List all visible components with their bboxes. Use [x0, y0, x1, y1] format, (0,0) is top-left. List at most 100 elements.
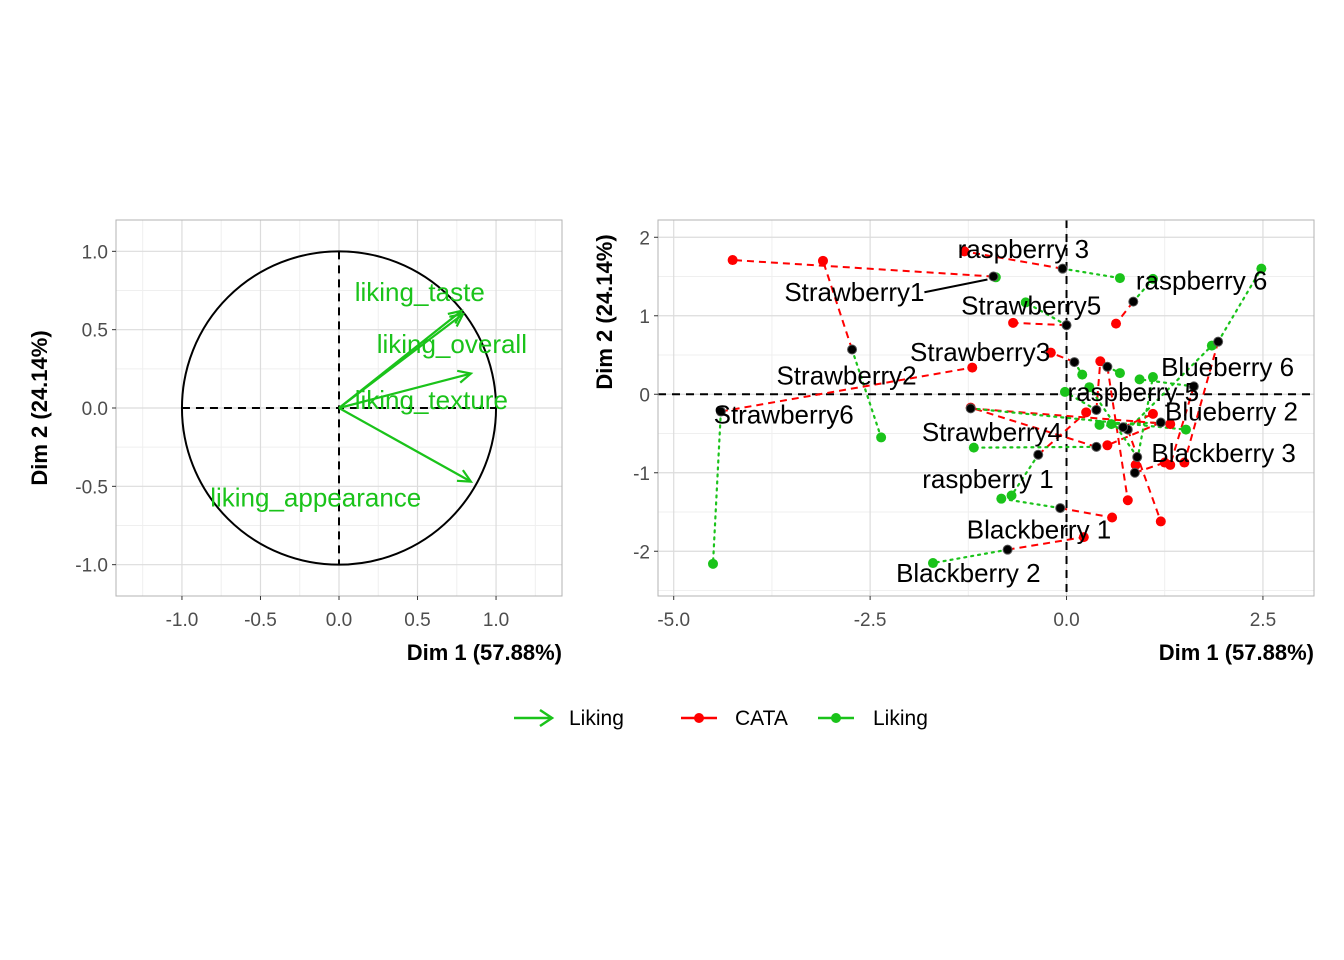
product-label: raspberry 1 [922, 464, 1054, 494]
cata-partial-point [1045, 347, 1056, 358]
liking-partial-point [876, 432, 887, 443]
cata-partial-point [727, 255, 738, 266]
cata-partial-point [1078, 532, 1089, 543]
consensus-point [1002, 544, 1013, 555]
left-x-tick-label: 1.0 [483, 610, 509, 631]
product-label: Strawberry6 [714, 400, 854, 430]
legend-cata-label: CATA [735, 707, 788, 730]
cata-partial-point [1130, 459, 1141, 470]
left-x-axis-label: Dim 1 (57.88%) [407, 640, 562, 665]
legend-item-liking: Liking [818, 707, 928, 730]
right-y-tick-label: -1 [633, 464, 650, 485]
cata-partial-line [1106, 366, 1129, 501]
liking-partial-point [1256, 263, 1267, 274]
cata-partial-line [1134, 461, 1166, 474]
consensus-point [1213, 336, 1224, 347]
cata-partial-point [1165, 419, 1176, 430]
cata-partial-line [1007, 536, 1084, 551]
liking-partial-point [1106, 419, 1117, 430]
left-x-tick-label: 0.0 [326, 610, 352, 631]
consensus-point [847, 344, 858, 355]
consensus-point [1069, 357, 1080, 368]
liking-partial-point [1180, 424, 1191, 435]
cata-partial-point [1008, 317, 1019, 328]
product-label: Strawberry1 [784, 277, 924, 307]
legend-arrow-head [539, 708, 555, 728]
left-x-tick-label: -0.5 [244, 610, 277, 631]
right-x-tick-label: 0.0 [1053, 610, 1079, 631]
legend-cata-point [694, 713, 704, 723]
liking-partial-line [972, 445, 1098, 449]
right-y-tick-label: 0 [639, 385, 650, 406]
liking-partial-point [1147, 371, 1158, 382]
product-label: Blackberry 3 [1151, 438, 1296, 468]
left-y-tick-label: -1.0 [75, 556, 108, 577]
liking-partial-line [850, 348, 883, 439]
liking-partial-line [1217, 267, 1263, 343]
consensus-point [1091, 404, 1102, 415]
liking-partial-line [1063, 390, 1098, 412]
vector-label-liking_taste: liking_taste [355, 277, 485, 307]
legend-liking-point [831, 713, 841, 723]
liking-partial-point [1059, 386, 1070, 397]
liking-partial-line [1126, 344, 1213, 431]
consensus-point [1129, 467, 1140, 478]
consensus-point [1102, 361, 1113, 372]
liking-partial-point [1094, 419, 1105, 430]
product-label: Strawberry5 [961, 291, 1101, 321]
liking-partial-point [1114, 368, 1125, 379]
liking-partial-line [931, 548, 1009, 565]
cata-partial-line [964, 250, 1063, 270]
cata-partial-point [1122, 495, 1133, 506]
legend-arrow-label: Liking [569, 707, 624, 730]
left-y-tick-label: 1.0 [82, 242, 108, 263]
label-leader-line [924, 278, 988, 294]
cata-partial-line [1060, 507, 1113, 519]
cata-partial-point [967, 362, 978, 373]
right-panel-border [657, 219, 1315, 597]
cata-partial-line [1126, 429, 1162, 522]
liking-partial-point [1006, 490, 1017, 501]
vector-liking_appearance [338, 407, 472, 483]
consensus-point [1055, 503, 1066, 514]
cata-partial-point [1081, 407, 1092, 418]
legend-liking-label: Liking [873, 707, 928, 730]
left-y-tick-label: 0.0 [82, 399, 108, 420]
vector-liking_texture [338, 372, 472, 410]
consensus-point [1128, 296, 1139, 307]
liking-partial-point [1077, 369, 1088, 380]
product-label: Strawberry2 [776, 360, 916, 390]
product-label: Blueberry 2 [1165, 397, 1298, 427]
cata-partial-line [1106, 421, 1162, 447]
cata-partial-point [1165, 459, 1176, 470]
right-x-tick-label: -5.0 [657, 610, 690, 631]
left-x-tick-label: 0.5 [404, 610, 430, 631]
product-label: raspberry 3 [958, 234, 1090, 264]
cata-partial-line [1013, 321, 1067, 327]
liking-partial-line [1061, 267, 1122, 280]
consensus-point [1118, 422, 1129, 433]
liking-partial-line [969, 407, 1188, 431]
legend-item-arrow-liking: Liking [514, 707, 624, 730]
liking-partial-point [968, 442, 979, 453]
left-y-tick-label: -0.5 [75, 477, 108, 498]
vector-label-liking_overall: liking_overall [377, 329, 527, 359]
cata-partial-line [1183, 341, 1220, 463]
right-x-tick-label: -2.5 [854, 610, 887, 631]
liking-partial-point [1147, 273, 1158, 284]
cata-partial-line [1169, 386, 1195, 466]
right-panel-background [658, 220, 1314, 596]
consensus-point [1061, 320, 1072, 331]
vector-arrowhead-liking_texture [456, 369, 474, 384]
right-x-axis-label: Dim 1 (57.88%) [1159, 640, 1314, 665]
product-label: Blueberry 6 [1161, 352, 1294, 382]
liking-partial-point [1114, 273, 1125, 284]
consensus-point [988, 271, 999, 282]
product-label: raspberry 5 [1068, 377, 1200, 407]
liking-partial-point [1134, 374, 1145, 385]
cata-partial-point [1102, 440, 1113, 451]
product-label: Blackberry 2 [896, 558, 1041, 588]
